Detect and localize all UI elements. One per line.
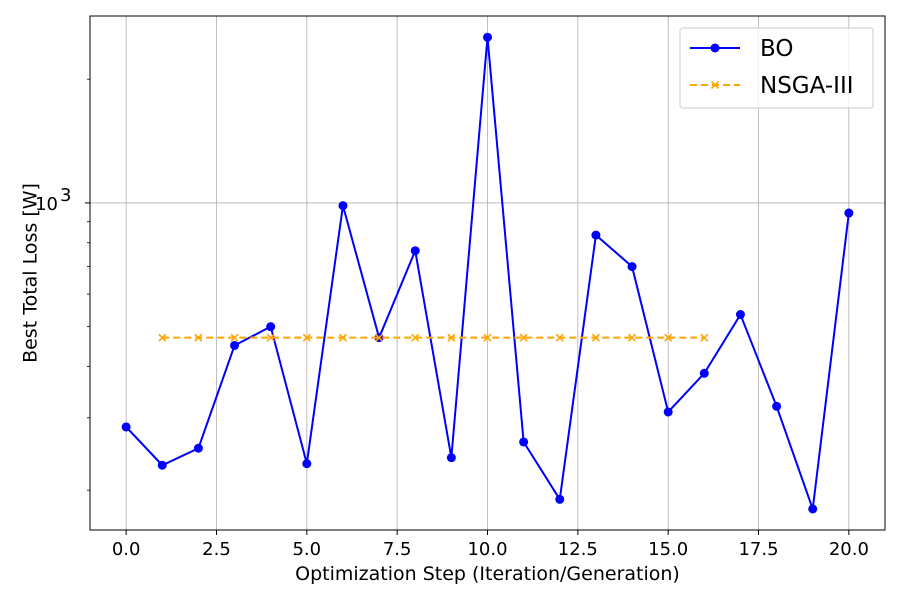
plot-area [121,32,854,514]
data-point-bo [699,368,709,378]
data-point-bo [519,437,529,447]
data-point-nsga-iii [591,333,600,342]
x-marker-stroke [700,333,709,342]
x-marker-stroke [555,333,564,342]
data-point-bo [808,504,818,514]
x-marker-stroke [483,333,492,342]
x-marker-stroke [411,333,420,342]
x-marker-stroke [194,333,203,342]
data-point-bo [591,230,601,240]
data-point-nsga-iii [519,333,528,342]
x-tick-label: 2.5 [202,539,231,560]
x-tick-label: 10.0 [467,539,507,560]
data-point-bo [410,246,420,256]
legend-marker-nsga-iii [710,80,720,90]
x-marker-stroke [519,333,528,342]
legend-marker-bo [710,43,720,53]
data-point-bo [302,459,312,469]
data-point-nsga-iii [302,333,311,342]
data-point-bo [446,453,456,463]
data-point-bo [844,208,854,218]
data-point-bo [121,422,131,432]
data-point-bo [338,201,348,211]
data-point-bo [735,310,745,320]
x-marker-stroke [375,333,384,342]
y-tick-label-exponent: 3 [60,185,71,206]
data-point-nsga-iii [266,333,275,342]
data-point-nsga-iii [411,333,420,342]
data-point-nsga-iii [158,333,167,342]
legend: BO NSGA-III [679,27,874,109]
x-marker-stroke [230,333,239,342]
x-tick-label: 5.0 [292,539,321,560]
x-tick-label: 7.5 [383,539,412,560]
data-point-nsga-iii [338,333,348,342]
x-marker-stroke [591,333,600,342]
x-marker-stroke [338,333,348,342]
data-point-bo [266,322,276,332]
x-tick-label: 20.0 [829,539,869,560]
x-marker-stroke [266,333,275,342]
data-point-nsga-iii [700,333,709,342]
x-marker-stroke [158,333,167,342]
data-point-bo [555,494,565,504]
y-tick-label: 10 [35,194,58,215]
data-point-nsga-iii [664,333,673,342]
data-point-bo [230,340,240,350]
data-point-bo [193,443,203,453]
y-axis-title: Best Total Loss [W] [20,183,42,363]
data-point-bo [772,401,782,411]
x-marker-stroke [627,333,637,342]
x-tick-label: 12.5 [558,539,598,560]
x-marker-stroke [447,333,456,342]
x-tick-label: 0.0 [112,539,141,560]
legend-label-nsga-iii: NSGA-III [760,73,854,99]
data-point-bo [627,262,637,272]
data-point-bo [157,460,167,470]
data-point-nsga-iii [375,333,384,342]
data-point-nsga-iii [194,333,203,342]
data-point-nsga-iii [483,333,492,342]
x-marker-stroke [664,333,673,342]
x-axis-title: Optimization Step (Iteration/Generation) [295,563,680,585]
data-point-bo [663,407,673,417]
data-point-nsga-iii [447,333,456,342]
data-point-nsga-iii [555,333,564,342]
grid [90,16,885,530]
data-point-nsga-iii [230,333,239,342]
x-tick-label: 17.5 [738,539,778,560]
x-marker-stroke [302,333,311,342]
data-point-bo [483,32,492,42]
x-marker-stroke [710,80,720,90]
legend-label-bo: BO [760,36,793,62]
x-tick-label: 15.0 [648,539,688,560]
data-point-nsga-iii [627,333,637,342]
axis-ticks: 0.0 2.5 5.0 7.5 10.0 12.5 15.0 17.5 20.0 10 3 [35,78,869,560]
